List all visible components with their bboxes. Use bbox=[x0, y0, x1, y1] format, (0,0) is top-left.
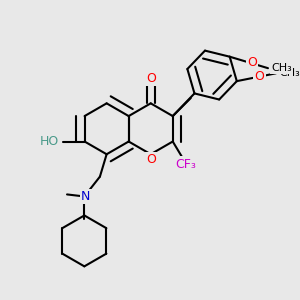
Text: CH₃: CH₃ bbox=[272, 63, 292, 73]
Text: HO: HO bbox=[40, 135, 59, 148]
Text: O: O bbox=[254, 70, 264, 83]
Text: O: O bbox=[146, 153, 156, 166]
Text: CH₃: CH₃ bbox=[279, 68, 300, 78]
Text: O: O bbox=[247, 56, 257, 69]
Text: CF₃: CF₃ bbox=[175, 158, 196, 171]
Text: N: N bbox=[81, 190, 90, 203]
Text: O: O bbox=[146, 72, 156, 85]
